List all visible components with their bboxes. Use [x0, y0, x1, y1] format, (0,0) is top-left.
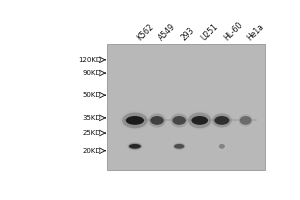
Ellipse shape — [236, 112, 255, 128]
Ellipse shape — [218, 143, 226, 150]
Text: 90KD: 90KD — [83, 70, 101, 76]
Ellipse shape — [212, 113, 232, 127]
Ellipse shape — [172, 142, 187, 151]
Text: 35KD: 35KD — [83, 115, 101, 121]
Ellipse shape — [147, 112, 167, 129]
Ellipse shape — [126, 116, 144, 125]
Ellipse shape — [172, 116, 186, 125]
Text: HL-60: HL-60 — [222, 20, 244, 42]
Ellipse shape — [120, 111, 150, 130]
Ellipse shape — [128, 143, 142, 150]
Text: K562: K562 — [135, 22, 155, 42]
Bar — [107, 44, 266, 170]
Ellipse shape — [169, 112, 190, 129]
Ellipse shape — [174, 144, 184, 149]
Ellipse shape — [126, 142, 143, 151]
Text: 50KD: 50KD — [83, 92, 101, 98]
Ellipse shape — [122, 112, 148, 128]
Text: He1a: He1a — [246, 22, 266, 42]
Ellipse shape — [173, 143, 185, 150]
Ellipse shape — [191, 116, 208, 125]
Ellipse shape — [219, 144, 225, 149]
Text: 20KD: 20KD — [83, 148, 101, 154]
Text: 293: 293 — [179, 26, 196, 42]
Ellipse shape — [129, 144, 141, 149]
Ellipse shape — [150, 116, 164, 125]
Ellipse shape — [240, 116, 251, 125]
Text: A549: A549 — [157, 22, 178, 42]
Ellipse shape — [148, 113, 166, 127]
Text: 25KD: 25KD — [83, 130, 101, 136]
Ellipse shape — [188, 112, 211, 128]
Ellipse shape — [218, 142, 226, 151]
Text: U251: U251 — [200, 22, 220, 42]
Ellipse shape — [170, 113, 188, 127]
Ellipse shape — [214, 116, 230, 125]
Ellipse shape — [186, 111, 214, 130]
Ellipse shape — [238, 114, 253, 127]
Ellipse shape — [210, 112, 234, 129]
Text: 120KD: 120KD — [78, 57, 101, 63]
